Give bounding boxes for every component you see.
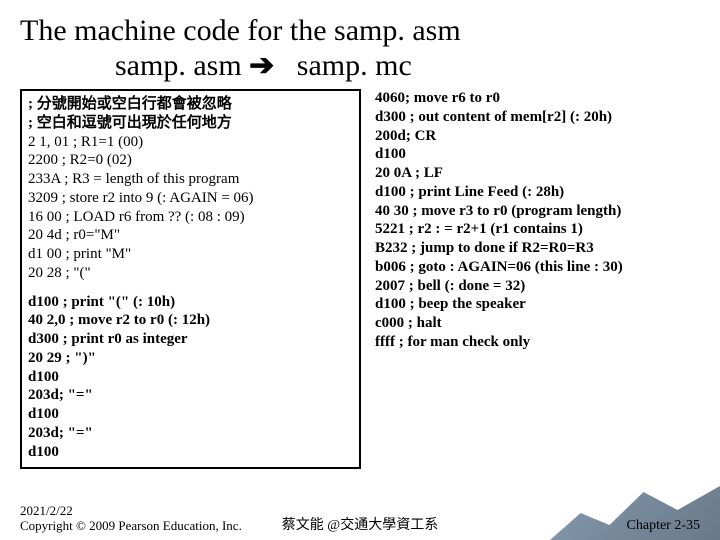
code-line: d100 ; beep the speaker	[375, 295, 700, 314]
code-line: 40 2,0 ; move r2 to r0 (: 12h)	[28, 311, 353, 330]
code-line: 5221 ; r2 : = r2+1 (r1 contains 1)	[375, 220, 700, 239]
code-line: d1 00 ; print "M"	[28, 245, 353, 264]
footer-center: 蔡文能 @交通大學資工系	[0, 514, 720, 534]
code-line: d100	[28, 368, 353, 387]
code-line: 2 1, 01 ; R1=1 (00)	[28, 133, 353, 152]
code-line: 20 29 ; ")"	[28, 349, 353, 368]
cjk-comment-1: ; 分號開始或空白行都會被忽略	[28, 95, 353, 114]
code-line: b006 ; goto : AGAIN=06 (this line : 30)	[375, 258, 700, 277]
code-line: d100	[28, 405, 353, 424]
code-line: 3209 ; store r2 into 9 (: AGAIN = 06)	[28, 189, 353, 208]
code-line: 203d; "="	[28, 386, 353, 405]
code-line: d100 ; print Line Feed (: 28h)	[375, 183, 700, 202]
code-line: d100	[28, 443, 353, 462]
code-line: 20 0A ; LF	[375, 164, 700, 183]
footer-chapter: Chapter 2-35	[627, 518, 700, 534]
title-line-2: samp. asm ➔ samp. mc	[20, 49, 700, 84]
right-column: 4060; move r6 to r0 d300 ; out content o…	[375, 89, 700, 469]
code-line: 20 28 ; "("	[28, 264, 353, 283]
code-line: B232 ; jump to done if R2=R0=R3	[375, 239, 700, 258]
code-line: 2007 ; bell (: done = 32)	[375, 277, 700, 296]
code-line: ffff ; for man check only	[375, 333, 700, 352]
code-line: 2200 ; R2=0 (02)	[28, 151, 353, 170]
code-line: d300 ; print r0 as integer	[28, 330, 353, 349]
code-line: 16 00 ; LOAD r6 from ?? (: 08 : 09)	[28, 208, 353, 227]
code-line: 203d; "="	[28, 424, 353, 443]
content-columns: ; 分號開始或空白行都會被忽略 ; 空白和逗號可出現於任何地方 2 1, 01 …	[20, 89, 700, 469]
code-line: d100 ; print "(" (: 10h)	[28, 293, 353, 312]
slide-title: The machine code for the samp. asm samp.…	[20, 14, 700, 83]
code-line: 233A ; R3 = length of this program	[28, 170, 353, 189]
title-line-1: The machine code for the samp. asm	[20, 14, 700, 49]
cjk-comment-2: ; 空白和逗號可出現於任何地方	[28, 114, 353, 133]
code-line: 200d; CR	[375, 127, 700, 146]
code-line: 40 30 ; move r3 to r0 (program length)	[375, 202, 700, 221]
code-line: 20 4d ; r0="M"	[28, 226, 353, 245]
code-line: d100	[375, 145, 700, 164]
code-line: c000 ; halt	[375, 314, 700, 333]
code-line: 4060; move r6 to r0	[375, 89, 700, 108]
left-column: ; 分號開始或空白行都會被忽略 ; 空白和逗號可出現於任何地方 2 1, 01 …	[20, 89, 361, 469]
code-line: d300 ; out content of mem[r2] (: 20h)	[375, 108, 700, 127]
